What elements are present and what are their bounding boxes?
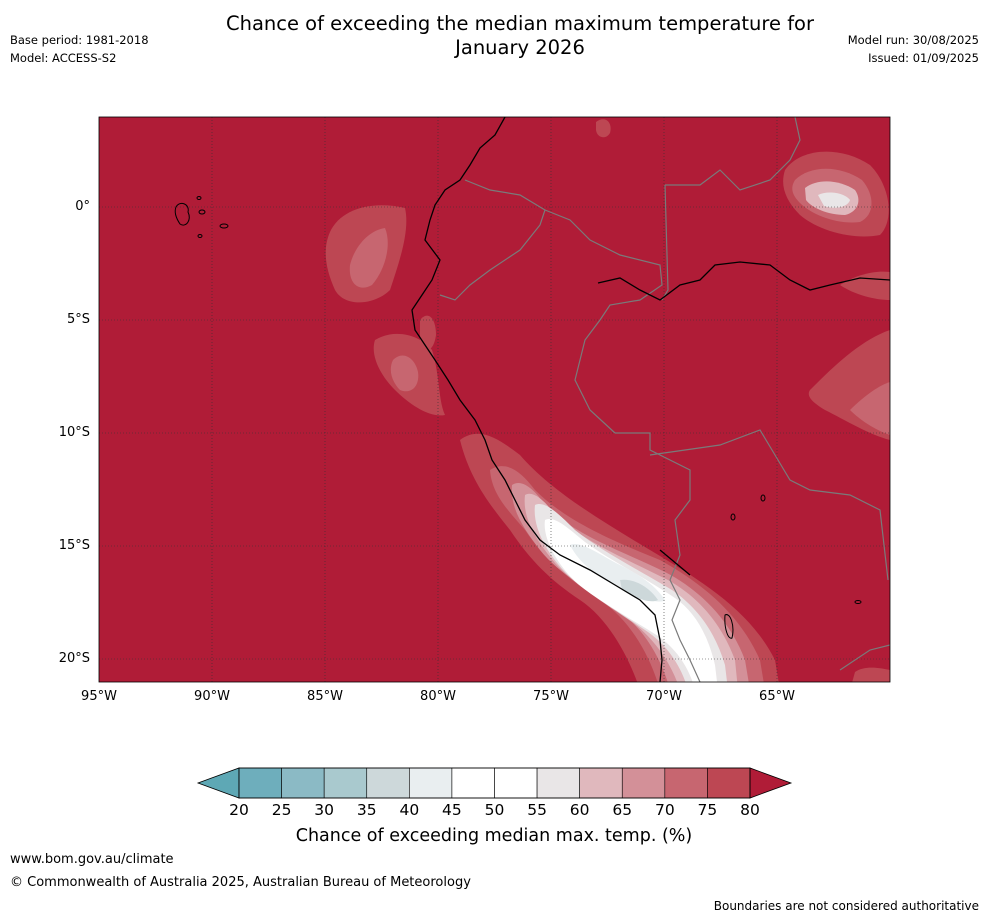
colorbar-segment xyxy=(366,767,410,799)
model-run: Model run: 30/08/2025 xyxy=(847,33,979,47)
lat-label-10s: 10°S xyxy=(58,425,90,440)
colorbar-segment xyxy=(536,767,580,799)
colorbar-segment xyxy=(323,767,368,799)
land-patch-east xyxy=(808,271,890,682)
lon-label-85w: 85°W xyxy=(307,689,343,704)
model-name: Model: ACCESS-S2 xyxy=(10,51,117,65)
colorbar-tick-label: 25 xyxy=(271,801,292,819)
lon-label-65w: 65°W xyxy=(759,689,795,704)
colorbar-tick-label: 30 xyxy=(314,801,335,819)
colorbar-segment xyxy=(238,767,282,799)
lon-label-95w: 95°W xyxy=(81,689,117,704)
ocean-patch-west xyxy=(325,205,407,303)
colorbar-segment xyxy=(494,767,538,799)
colorbar-segment xyxy=(621,767,666,799)
colorbar-segments xyxy=(238,767,751,799)
ocean-patch-northeast xyxy=(783,151,889,237)
lon-label-70w: 70°W xyxy=(646,689,682,704)
colorbar-tick-label: 55 xyxy=(527,801,547,819)
andes-band xyxy=(460,433,779,682)
title-line-1: Chance of exceeding the median maximum t… xyxy=(225,12,815,35)
colorbar-tick-label: 60 xyxy=(569,801,590,819)
colorbar-low-arrow xyxy=(196,767,240,799)
galapagos-islands xyxy=(174,196,229,238)
colorbar-segment xyxy=(664,767,708,799)
footer-disclaimer: Boundaries are not considered authoritat… xyxy=(713,899,979,913)
graticule xyxy=(99,117,890,682)
map-title: Chance of exceeding the median maximum t… xyxy=(170,12,870,60)
lon-label-90w: 90°W xyxy=(194,689,230,704)
colorbar-segment xyxy=(707,767,751,799)
colorbar-tick-label: 45 xyxy=(442,801,462,819)
lon-label-75w: 75°W xyxy=(533,689,569,704)
ocean-patch-peru xyxy=(373,315,445,416)
base-period: Base period: 1981-2018 xyxy=(10,33,149,47)
footer-url[interactable]: www.bom.gov.au/climate xyxy=(10,852,174,867)
colorbar-tick-label: 20 xyxy=(229,801,249,819)
footer-copyright: © Commonwealth of Australia 2025, Austra… xyxy=(10,875,471,890)
colorbar-tick-label: 70 xyxy=(654,801,675,819)
ocean-patch-galapagos-north xyxy=(596,119,611,138)
title-line-2: January 2026 xyxy=(455,36,585,59)
colorbar-high-arrow xyxy=(749,767,793,799)
colorbar-segment xyxy=(579,767,623,799)
meta-left: Base period: 1981-2018 Model: ACCESS-S2 xyxy=(10,31,149,67)
colorbar-tick-label: 65 xyxy=(612,801,633,819)
colorbar-tick-label: 35 xyxy=(356,801,377,819)
lon-label-80w: 80°W xyxy=(420,689,456,704)
lat-label-20s: 20°S xyxy=(58,651,90,666)
issued-date: Issued: 01/09/2025 xyxy=(868,51,979,65)
coastline xyxy=(411,117,890,682)
lat-label-5s: 5°S xyxy=(66,312,90,327)
colorbar xyxy=(196,767,793,799)
map-background xyxy=(99,117,890,682)
colorbar-tick-label: 80 xyxy=(740,801,760,819)
colorbar-segment xyxy=(281,767,325,799)
country-borders xyxy=(439,117,890,682)
colorbar-tick-label: 75 xyxy=(697,801,718,819)
lat-label-15s: 15°S xyxy=(58,538,90,553)
colorbar-segment xyxy=(409,767,453,799)
colorbar-title: Chance of exceeding median max. temp. (%… xyxy=(295,826,693,846)
lat-label-0: 0° xyxy=(75,199,90,214)
lakes xyxy=(724,494,862,639)
meta-right: Model run: 30/08/2025 Issued: 01/09/2025 xyxy=(848,31,979,67)
colorbar-tick-label: 40 xyxy=(399,801,420,819)
colorbar-tick-label: 50 xyxy=(484,801,505,819)
colorbar-segment xyxy=(451,767,495,799)
